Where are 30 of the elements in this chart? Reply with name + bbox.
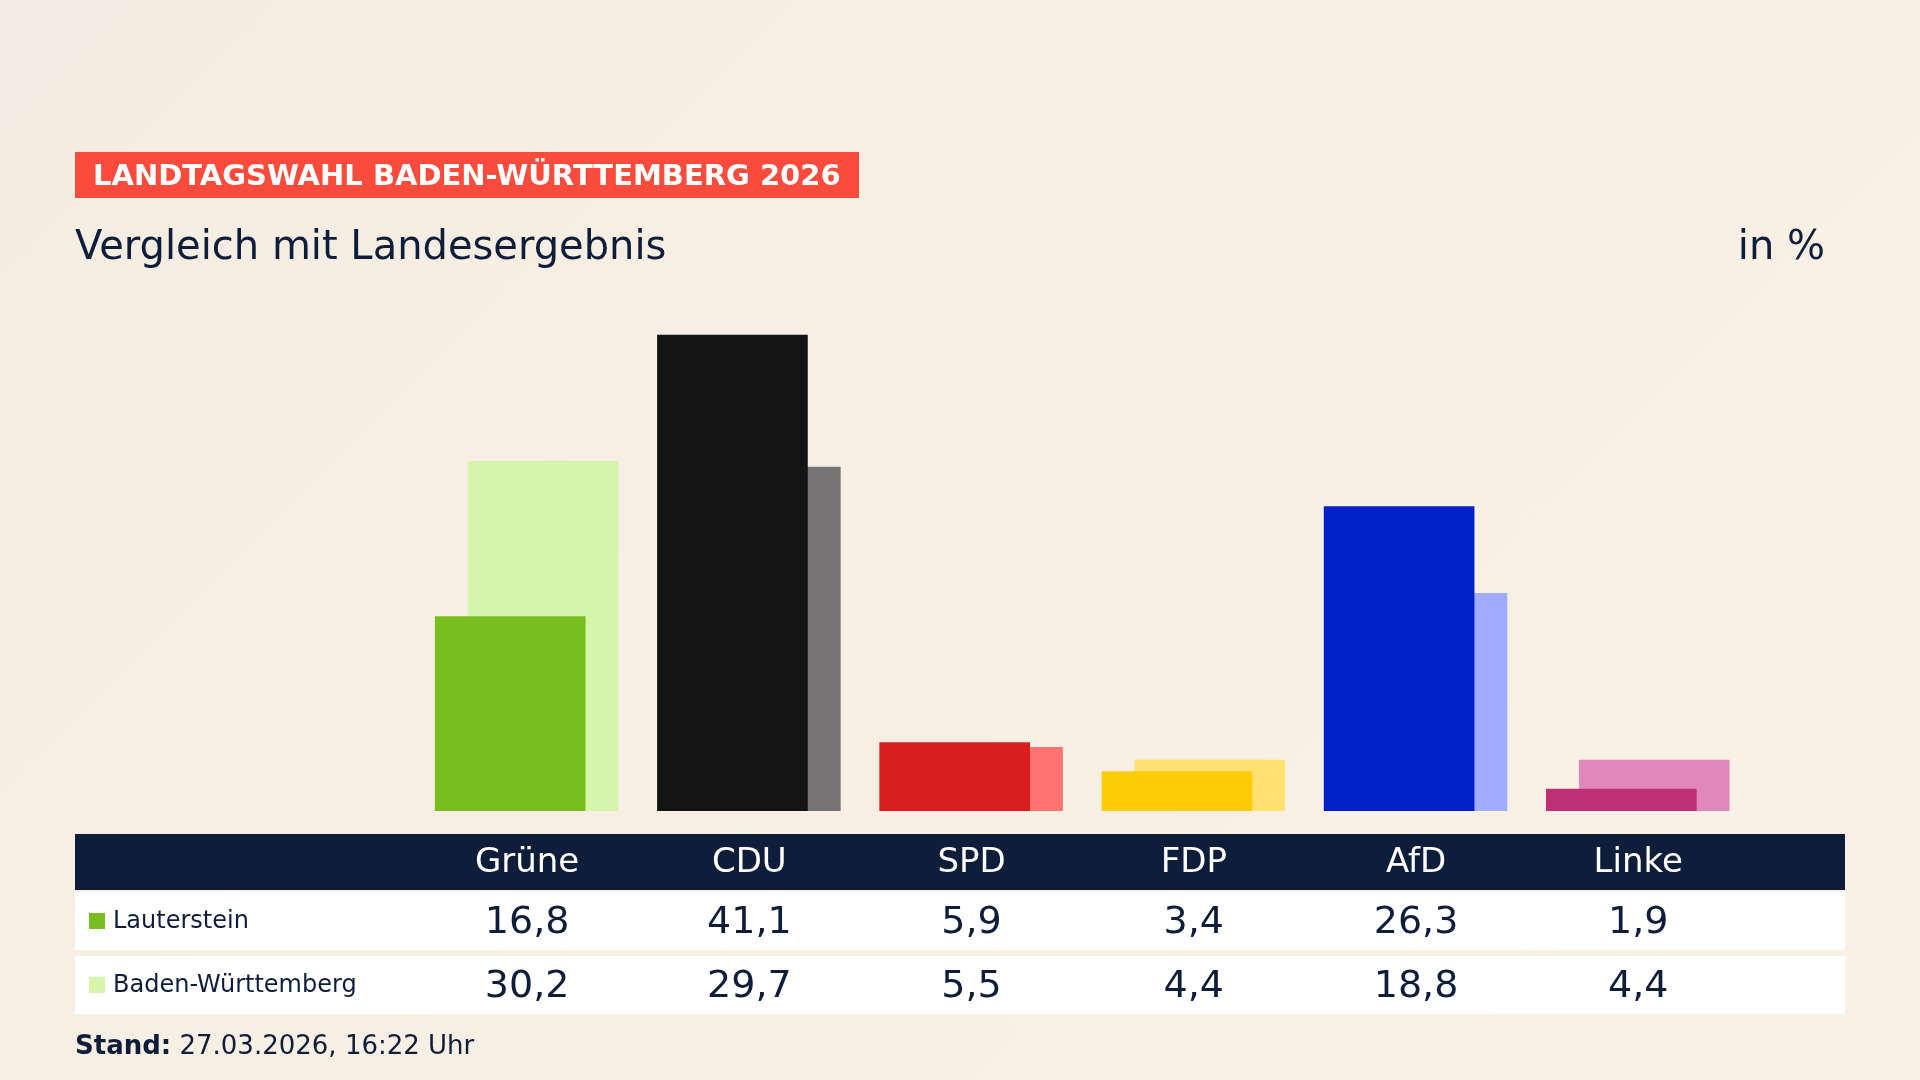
x-tick-label: CDU [711,839,787,880]
bar [434,616,586,811]
chart-subtitle: Vergleich mit Landesergebnis [75,222,667,268]
data-label: 4,4 [1608,961,1669,1006]
text: Stand: 27.03.2026, 16:22 Uhr [75,1030,475,1060]
data-label: 26,3 [1373,897,1459,942]
bar [1101,771,1253,811]
data-label: 41,1 [707,897,792,942]
bar [879,742,1030,811]
data-label: 5,9 [941,897,1002,942]
text: in % [1737,222,1825,268]
x-tick-label: SPD [937,839,1006,880]
data-label: 29,7 [707,961,792,1006]
x-tick-label: Linke [1593,839,1683,880]
data-label: 3,4 [1163,897,1224,942]
chart-title: LANDTAGSWAHL BADEN-WÜRTTEMBERG 2026 [75,152,859,198]
data-label: 4,4 [1163,961,1224,1006]
data-label: 30,2 [484,961,570,1006]
bar [657,334,808,811]
data-label: 18,8 [1373,961,1459,1006]
legend-label: Lauterstein [113,906,249,935]
legend-label: Baden-Württemberg [113,970,357,999]
x-tick-label: AfD [1385,839,1447,880]
data-label: 5,5 [941,961,1002,1006]
x-tick-label: Grüne [474,839,580,880]
x-tick-label: FDP [1160,839,1227,880]
bar [1546,788,1697,811]
data-label: 16,8 [484,897,570,942]
data-label: 1,9 [1608,897,1669,942]
bar [1323,506,1475,811]
